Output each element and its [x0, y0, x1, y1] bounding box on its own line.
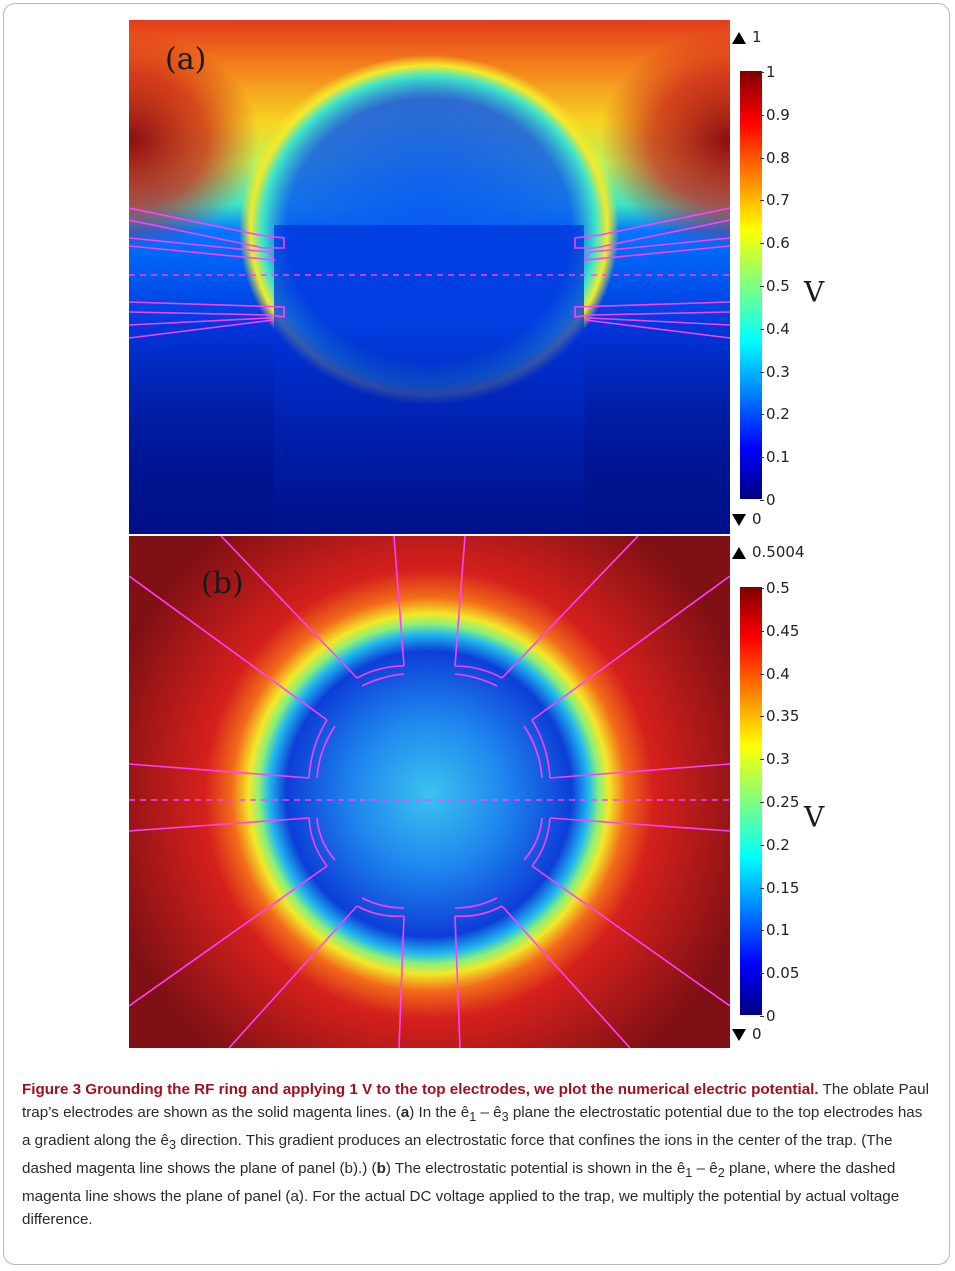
- colorbar-b-tick: 0.15: [760, 879, 799, 897]
- caption-text: – ê: [692, 1160, 718, 1178]
- caption-text: ) In the ê: [409, 1104, 470, 1121]
- panel-a-label: (a): [165, 42, 207, 77]
- colorbar-b-tick: 0.5: [760, 579, 790, 597]
- caption-subscript: 3: [168, 1138, 176, 1153]
- colorbar-b-max-marker: 0.5004: [732, 543, 805, 561]
- colorbar-a-tick: 0.1: [760, 448, 790, 466]
- colorbar-b-tick: 0: [760, 1007, 776, 1025]
- caption-text: plane the electrostatic potential due to…: [22, 1104, 923, 1150]
- colorbar-b: [740, 587, 762, 1015]
- colorbar-a-tick: 0.5: [760, 277, 790, 295]
- colorbar-a-tick: 0.8: [760, 149, 790, 167]
- caption-text: direction. This gradient produces an ele…: [22, 1132, 893, 1178]
- colorbar-a-max-marker: 1: [732, 28, 762, 46]
- colorbar-b-unit: V: [804, 800, 825, 834]
- colorbar-a-tick: 0.2: [760, 405, 790, 423]
- panel-a-potential-map: (a): [129, 20, 730, 534]
- panel-a-electrodes: [129, 207, 730, 339]
- colorbar-b-tick: 0.2: [760, 836, 790, 854]
- panel-b-electrodes: [129, 536, 730, 1048]
- max-triangle-icon: [732, 31, 746, 44]
- colorbar-b-max-value: 0.5004: [752, 543, 805, 561]
- caption-panel-ref: a: [400, 1104, 410, 1121]
- figure-caption: Figure 3 Grounding the RF ring and apply…: [22, 1078, 934, 1231]
- colorbar-a-tick: 0.4: [760, 320, 790, 338]
- panel-a-corner-left: [129, 30, 259, 250]
- caption-text: ) The electrostatic potential is shown i…: [385, 1160, 686, 1178]
- colorbar-a-max-value: 1: [752, 28, 762, 46]
- colorbar-a-tick: 0.7: [760, 191, 790, 209]
- colorbar-b-tick: 0.25: [760, 793, 799, 811]
- colorbar-a-tick: 0.9: [760, 106, 790, 124]
- colorbar-a-min-value: 0: [752, 510, 762, 528]
- panel-b-label: (b): [201, 566, 244, 601]
- colorbar-b-tick: 0.35: [760, 707, 799, 725]
- caption-panel-ref: b: [376, 1160, 386, 1178]
- caption-subscript: 2: [717, 1166, 725, 1181]
- max-triangle-icon: [732, 546, 746, 559]
- figure-frame: [3, 3, 950, 1265]
- panel-a-corner-right: [600, 30, 730, 250]
- colorbar-b-tick: 0.3: [760, 750, 790, 768]
- caption-title: Figure 3 Grounding the RF ring and apply…: [22, 1081, 819, 1098]
- caption-text: The oblate Paul trap’s electrodes are sh…: [22, 1081, 929, 1121]
- colorbar-a-tick: 0.6: [760, 234, 790, 252]
- panel-b-heatmap: [129, 536, 730, 1048]
- caption-subscript: 1: [469, 1110, 477, 1125]
- caption-text: plane, where the dashed magenta line sho…: [22, 1160, 900, 1229]
- colorbar-a-tick: 0: [760, 491, 776, 509]
- caption-subscript: 3: [501, 1110, 509, 1125]
- colorbar-a-tick: 0.3: [760, 363, 790, 381]
- colorbar-a: [740, 71, 762, 499]
- min-triangle-icon: [732, 1028, 746, 1041]
- colorbar-b-tick: 0.4: [760, 665, 790, 683]
- panel-a-heatmap: [129, 20, 730, 534]
- panel-a-lower-fade: [129, 320, 730, 534]
- colorbar-b-min-marker: 0: [732, 1025, 762, 1043]
- panel-b-potential-map: (b): [129, 536, 730, 1048]
- colorbar-b-tick: 0.1: [760, 921, 790, 939]
- colorbar-b-tick: 0.05: [760, 964, 799, 982]
- colorbar-a-min-marker: 0: [732, 510, 762, 528]
- colorbar-b-tick: 0.45: [760, 622, 799, 640]
- caption-text: – ê: [476, 1104, 502, 1121]
- panel-b-radial-field: [129, 536, 730, 1048]
- colorbar-b-min-value: 0: [752, 1025, 762, 1043]
- colorbar-a-unit: V: [804, 275, 825, 309]
- caption-subscript: 1: [685, 1166, 693, 1181]
- min-triangle-icon: [732, 513, 746, 526]
- colorbar-a-tick: 1: [760, 63, 776, 81]
